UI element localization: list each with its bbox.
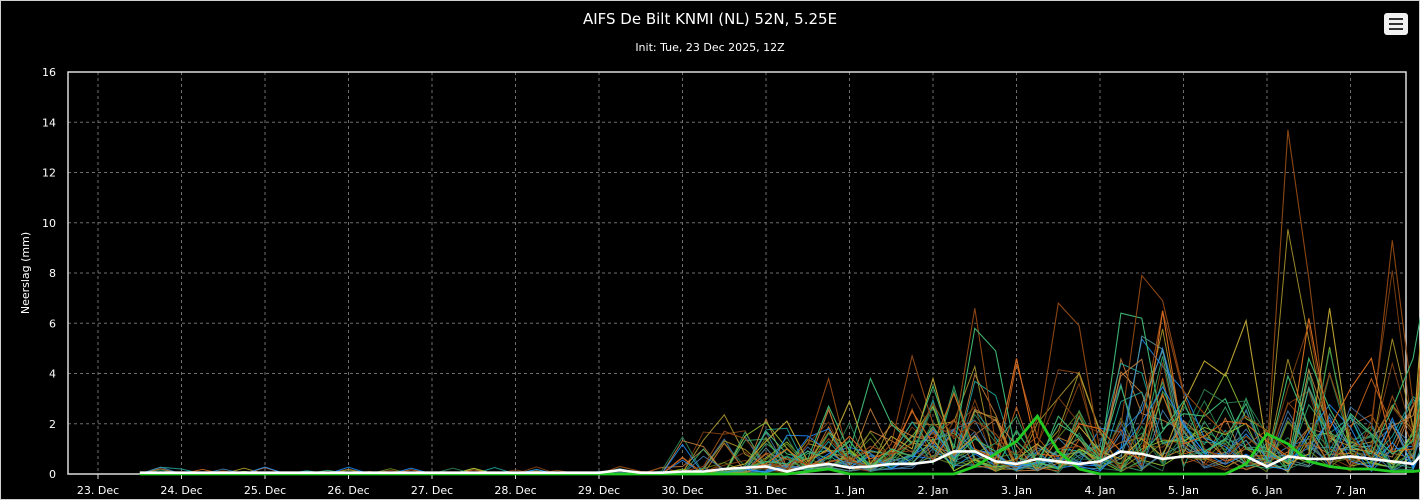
x-tick-label: 25. Dec xyxy=(244,484,286,497)
y-tick-label: 6 xyxy=(49,317,56,330)
ensemble-member-line xyxy=(139,310,1420,475)
x-tick-label: 2. Jan xyxy=(918,484,949,497)
x-tick-label: 5. Jan xyxy=(1168,484,1199,497)
x-tick-label: 7. Jan xyxy=(1335,484,1366,497)
x-tick-label: 6. Jan xyxy=(1252,484,1283,497)
y-tick-label: 14 xyxy=(42,116,56,129)
hamburger-menu-icon[interactable] xyxy=(1384,13,1408,35)
y-tick-label: 2 xyxy=(49,418,56,431)
x-tick-label: 29. Dec xyxy=(578,484,620,497)
ensemble-member-line xyxy=(139,308,1420,475)
x-tick-label: 27. Dec xyxy=(411,484,453,497)
y-tick-label: 0 xyxy=(49,468,56,481)
ensemble-mean-line xyxy=(139,450,1420,474)
x-tick-label: 1. Jan xyxy=(834,484,865,497)
y-tick-label: 16 xyxy=(42,66,56,79)
y-tick-label: 10 xyxy=(42,217,56,230)
x-tick-label: 31. Dec xyxy=(745,484,787,497)
x-tick-label: 24. Dec xyxy=(160,484,202,497)
x-tick-label: 30. Dec xyxy=(661,484,703,497)
chart-subtitle: Init: Tue, 23 Dec 2025, 12Z xyxy=(635,41,785,54)
y-tick-label: 12 xyxy=(42,167,56,180)
x-tick-label: 26. Dec xyxy=(327,484,369,497)
x-tick-label: 3. Jan xyxy=(1001,484,1032,497)
x-tick-label: 23. Dec xyxy=(77,484,119,497)
y-axis-title: Neerslag (mm) xyxy=(19,232,32,314)
y-tick-label: 4 xyxy=(49,368,56,381)
y-tick-label: 8 xyxy=(49,267,56,280)
x-tick-label: 4. Jan xyxy=(1085,484,1116,497)
x-tick-label: 28. Dec xyxy=(494,484,536,497)
chart-title: AIFS De Bilt KNMI (NL) 52N, 5.25E xyxy=(582,10,838,28)
ensemble-member-line xyxy=(139,129,1420,475)
